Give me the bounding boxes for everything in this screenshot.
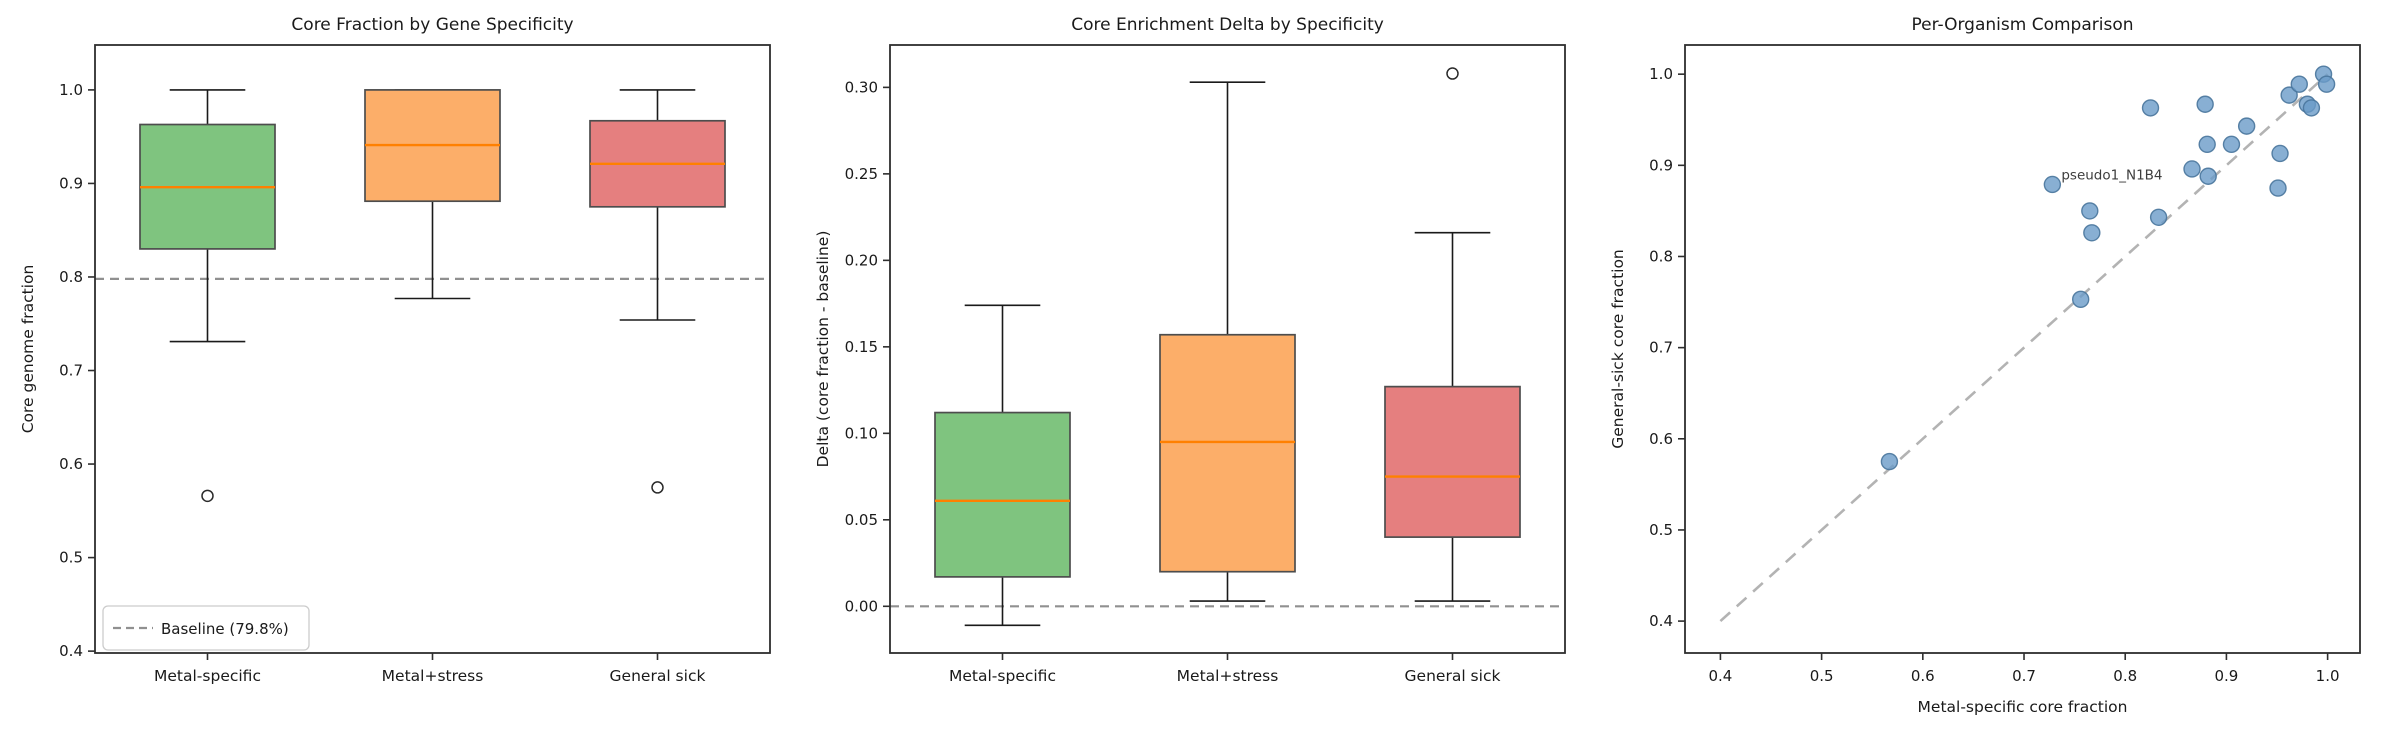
y-tick-label: 0.7 xyxy=(59,362,83,380)
subplot-1: Core Fraction by Gene Specificity Core ge… xyxy=(19,15,771,685)
y-tick-label: 0.8 xyxy=(59,268,83,286)
axes-title: Core Enrichment Delta by Specificity xyxy=(1071,15,1384,35)
x-tick-label: General sick xyxy=(610,667,706,685)
x-axis-label: Metal-specific core fraction xyxy=(1918,698,2128,716)
y-tick-label: 0.9 xyxy=(59,174,83,192)
legend-label: Baseline (79.8%) xyxy=(161,620,289,638)
x-tick-label: 0.5 xyxy=(1810,667,1834,685)
y-axis-label: Delta (core fraction - baseline) xyxy=(814,231,832,468)
y-tick-label: 0.20 xyxy=(845,251,878,269)
axes-frame xyxy=(94,44,771,654)
y-tick-label: 0.5 xyxy=(59,549,83,567)
subplot-3: Per-Organism Comparison General-sick core… xyxy=(1609,15,2361,716)
scatter-point xyxy=(2280,86,2298,104)
outlier-point xyxy=(651,481,664,494)
y-tick-label: 0.9 xyxy=(1649,156,1673,174)
scatter-point xyxy=(2302,99,2321,117)
scatter-point xyxy=(2290,75,2308,93)
scatter-point xyxy=(2271,144,2289,163)
scatter-point xyxy=(2071,290,2090,309)
box xyxy=(1159,333,1296,573)
subplot-2: Core Enrichment Delta by Specificity Delt… xyxy=(814,15,1566,685)
scatter-point xyxy=(2222,135,2241,154)
x-tick-label: 0.8 xyxy=(2113,667,2137,685)
box-group-metal-specific xyxy=(934,304,1071,627)
scatter-point xyxy=(2149,208,2168,226)
box-group-general-sick xyxy=(589,89,726,494)
box-group-general-sick xyxy=(1384,67,1521,602)
scatter-point xyxy=(2198,135,2216,154)
y-tick-label: 0.10 xyxy=(845,424,878,442)
x-tick-label: Metal-specific xyxy=(154,667,261,685)
y-tick-label: 0.5 xyxy=(1649,521,1673,539)
scatter-point xyxy=(1880,452,1899,471)
scatter-point xyxy=(2317,75,2336,93)
scatter-point xyxy=(2081,202,2099,220)
y-axis-label: General-sick core fraction xyxy=(1609,249,1627,449)
y-tick-label: 0.7 xyxy=(1649,339,1673,357)
diagonal-line xyxy=(1719,73,2329,623)
scatter-point xyxy=(2043,175,2062,194)
y-tick-label: 1.0 xyxy=(1649,65,1673,83)
x-tick-label: Metal-specific xyxy=(949,667,1056,685)
box-group-metal-stress xyxy=(1159,81,1296,602)
legend: Baseline (79.8%) xyxy=(102,605,310,651)
x-tick-label: Metal+stress xyxy=(1177,667,1279,685)
scatter-point xyxy=(2196,95,2214,113)
y-tick-label: 0.15 xyxy=(845,338,878,356)
scatter-point xyxy=(2141,99,2160,117)
axes-frame xyxy=(1684,44,2361,654)
y-tick-label: 0.30 xyxy=(845,78,878,96)
y-tick-label: 0.6 xyxy=(59,455,83,473)
y-tick-label: 0.4 xyxy=(59,642,83,660)
y-tick-label: 0.25 xyxy=(845,165,878,183)
scatter-point xyxy=(2269,179,2287,197)
scatter-point xyxy=(2237,117,2256,135)
y-tick-label: 0.05 xyxy=(845,511,878,529)
x-tick-label: 0.9 xyxy=(2214,667,2238,685)
legend-box xyxy=(102,605,310,651)
y-tick-label: 1.0 xyxy=(59,81,83,99)
x-tick-label: Metal+stress xyxy=(382,667,484,685)
x-tick-label: 0.7 xyxy=(2012,667,2036,685)
x-tick-label: 0.4 xyxy=(1708,667,1732,685)
y-tick-label: 0.8 xyxy=(1649,247,1673,265)
axes-title: Per-Organism Comparison xyxy=(1912,15,2134,35)
y-tick-label: 0.4 xyxy=(1649,612,1673,630)
y-tick-label: 0.6 xyxy=(1649,430,1673,448)
box xyxy=(934,411,1071,578)
box-group-metal-specific xyxy=(139,89,276,503)
x-tick-label: General sick xyxy=(1405,667,1501,685)
x-tick-label: 0.6 xyxy=(1911,667,1935,685)
axes-title: Core Fraction by Gene Specificity xyxy=(291,15,573,35)
outlier-point xyxy=(1446,67,1459,80)
y-tick-label: 0.00 xyxy=(845,597,878,615)
outlier-point xyxy=(201,489,214,503)
scatter-point xyxy=(2199,167,2217,185)
y-axis-label: Core genome fraction xyxy=(19,265,37,434)
x-tick-label: 1.0 xyxy=(2316,667,2340,685)
axes-frame xyxy=(889,44,1566,654)
scatter-point xyxy=(2083,224,2101,242)
scatter-point xyxy=(2183,160,2201,178)
box xyxy=(1384,385,1521,538)
annotation-pseudo1_N1B4: pseudo1_N1B4 xyxy=(2061,167,2162,183)
box-group-metal-stress xyxy=(364,89,501,300)
